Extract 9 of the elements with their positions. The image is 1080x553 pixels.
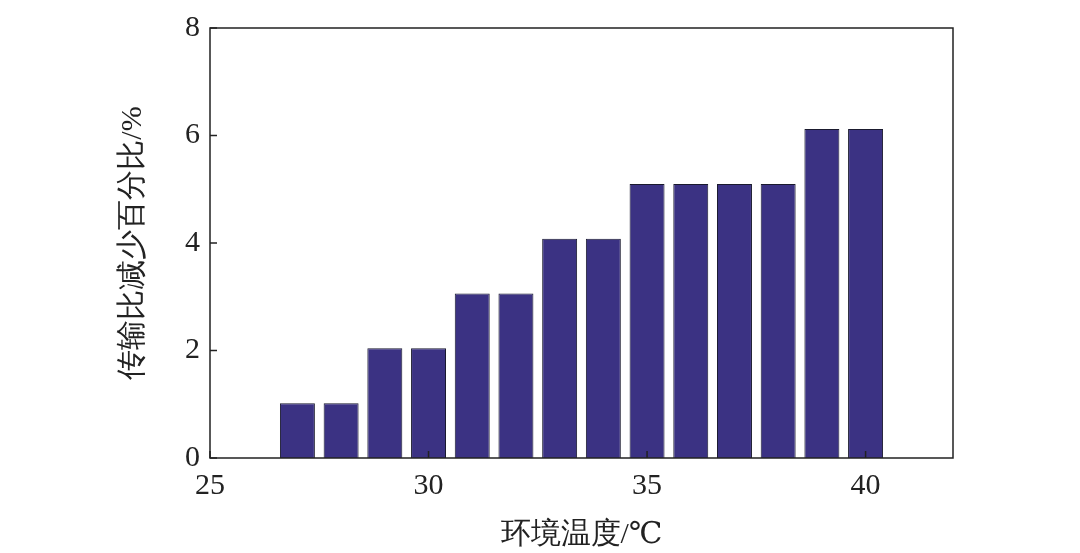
x-tick-label: 30: [413, 466, 444, 500]
y-axis-title: 传输比减少百分比/%: [113, 106, 147, 380]
x-axis-title: 环境温度/℃: [500, 515, 663, 549]
x-tick-label: 35: [632, 466, 663, 500]
y-tick-label: 6: [185, 116, 200, 150]
y-tick-label: 4: [185, 223, 200, 257]
x-tick-label: 40: [850, 466, 881, 500]
y-tick-label: 2: [185, 331, 200, 365]
y-tick-label: 8: [185, 8, 200, 42]
